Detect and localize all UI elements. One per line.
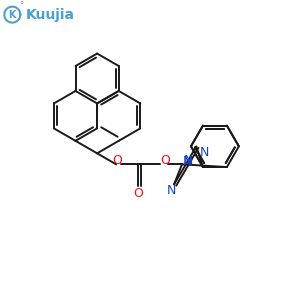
Text: O: O <box>112 154 122 167</box>
Text: N: N <box>200 146 209 159</box>
Text: O: O <box>133 187 143 200</box>
Text: N: N <box>182 155 192 168</box>
Text: Kuujia: Kuujia <box>25 8 74 22</box>
Text: N: N <box>183 154 193 167</box>
Text: K: K <box>8 10 16 20</box>
Text: °: ° <box>19 1 23 10</box>
Text: N: N <box>167 184 176 197</box>
Text: O: O <box>160 154 170 167</box>
